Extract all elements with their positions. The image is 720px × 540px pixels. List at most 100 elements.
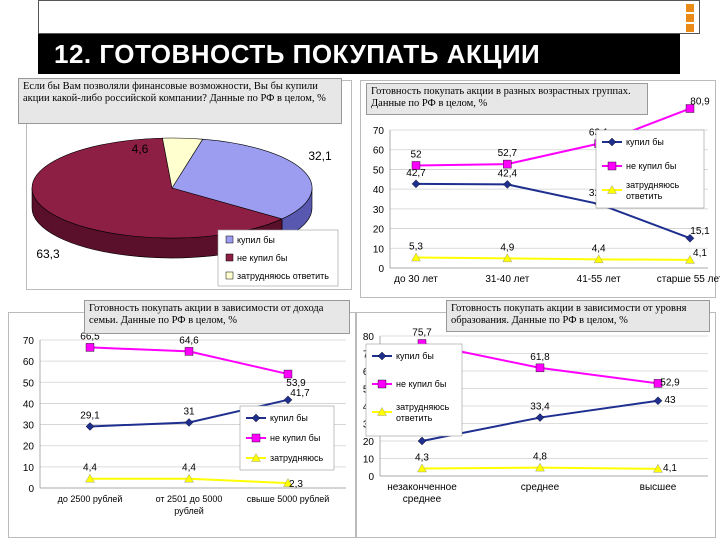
data-label: 80,9 [690,97,710,108]
data-point [593,254,604,264]
data-label: 4,4 [182,463,196,474]
data-point [653,463,663,473]
pie-value-label: 4,6 [132,142,149,156]
legend-label: не купил бы [396,379,446,389]
data-point [503,159,512,169]
data-point [184,418,194,427]
data-point [283,369,293,379]
data-point [283,478,293,487]
data-point [184,347,194,356]
data-point [85,422,95,431]
y-tick-label: 50 [373,165,385,176]
data-label: 66,5 [80,331,100,342]
data-label: 75,7 [412,328,432,339]
data-point [685,255,695,264]
y-tick-label: 0 [368,472,374,483]
x-tick-label: высшее [640,482,677,493]
data-label: 33,4 [530,402,550,413]
legend-marker [377,407,387,416]
legend-label: ответить [396,413,433,423]
data-label: 29,1 [80,410,100,421]
legend-marker [377,379,387,389]
pie-caption: Если бы Вам позволяли финансовые возможн… [18,78,342,124]
y-tick-label: 0 [28,484,34,495]
y-tick-label: 0 [378,264,384,275]
accent-square [686,4,694,12]
legend-marker [251,433,261,443]
legend-marker [251,453,261,462]
data-label: 5,3 [409,242,423,253]
y-tick-label: 40 [373,185,385,196]
legend-marker [607,161,617,171]
x-tick-label: 41-55 лет [577,274,621,285]
y-tick-label: 30 [373,205,385,216]
data-label: 43 [664,395,676,406]
legend-label: затрудняюсь [626,180,680,190]
data-point [535,413,545,422]
legend-label: купил бы [626,137,664,147]
data-label: 52 [410,149,422,160]
y-tick-label: 80 [363,332,375,343]
pie-slice [162,137,204,189]
legend-label: ответить [626,191,663,201]
pie-legend-swatch [225,235,234,244]
data-label: 4,1 [693,248,707,259]
y-tick-label: 20 [363,437,375,448]
data-point [411,252,421,262]
x-tick-label: до 30 лет [394,274,438,285]
data-label: 4,3 [415,452,429,463]
legend-marker [377,351,387,361]
pie-slice [171,138,313,220]
legend-marker [607,137,617,147]
data-label: 41,7 [290,388,310,399]
data-label: 4,9 [500,242,514,253]
legend-label: затрудняюсь [270,453,324,463]
y-tick-label: 70 [373,126,385,137]
data-label: 42,4 [498,168,518,179]
x-tick-label: старше 55 лет [657,274,720,285]
y-tick-label: 10 [373,244,385,255]
data-point [417,463,427,473]
age-chart-caption: Готовность покупать акции в разных возра… [366,83,648,115]
data-point [411,161,421,170]
pie-legend-label: купил бы [237,235,275,245]
pie-legend-swatch [225,253,234,262]
y-tick-label: 40 [23,399,35,410]
data-point [184,473,194,483]
pie-value-label: 32,1 [308,149,332,163]
legend-marker [607,185,617,194]
legend-label: купил бы [270,413,308,423]
y-tick-label: 30 [23,421,35,432]
data-label: 61,8 [530,352,550,363]
data-point [283,395,293,405]
data-point [685,233,695,243]
pie-value-label: 63,3 [36,247,60,261]
series-line [415,107,691,167]
data-label: 15,1 [690,226,710,237]
y-tick-label: 50 [23,378,35,389]
x-tick-label: 31-40 лет [485,274,529,285]
data-label: 53,9 [286,378,306,389]
legend-label: не купил бы [270,433,320,443]
slide-title: 12. ГОТОВНОСТЬ ПОКУПАТЬ АКЦИИ [38,34,680,74]
data-label: 42,7 [406,168,426,179]
x-tick-label: незаконченное [387,482,457,493]
y-tick-label: 10 [363,455,375,466]
top-border-box [38,0,700,34]
y-tick-label: 10 [23,463,35,474]
x-tick-label: до 2500 рублей [58,494,123,504]
data-point [685,104,695,113]
data-point [417,436,427,446]
income-chart-caption: Готовность покупать акции в зависимости … [84,300,350,334]
x-tick-label: рублей [174,506,204,516]
data-label: 4,4 [83,463,97,474]
legend-label: не купил бы [626,161,676,171]
data-label: 4,4 [592,243,606,254]
data-point [535,462,545,472]
x-tick-label: среднее [403,494,442,505]
y-tick-label: 20 [373,225,385,236]
